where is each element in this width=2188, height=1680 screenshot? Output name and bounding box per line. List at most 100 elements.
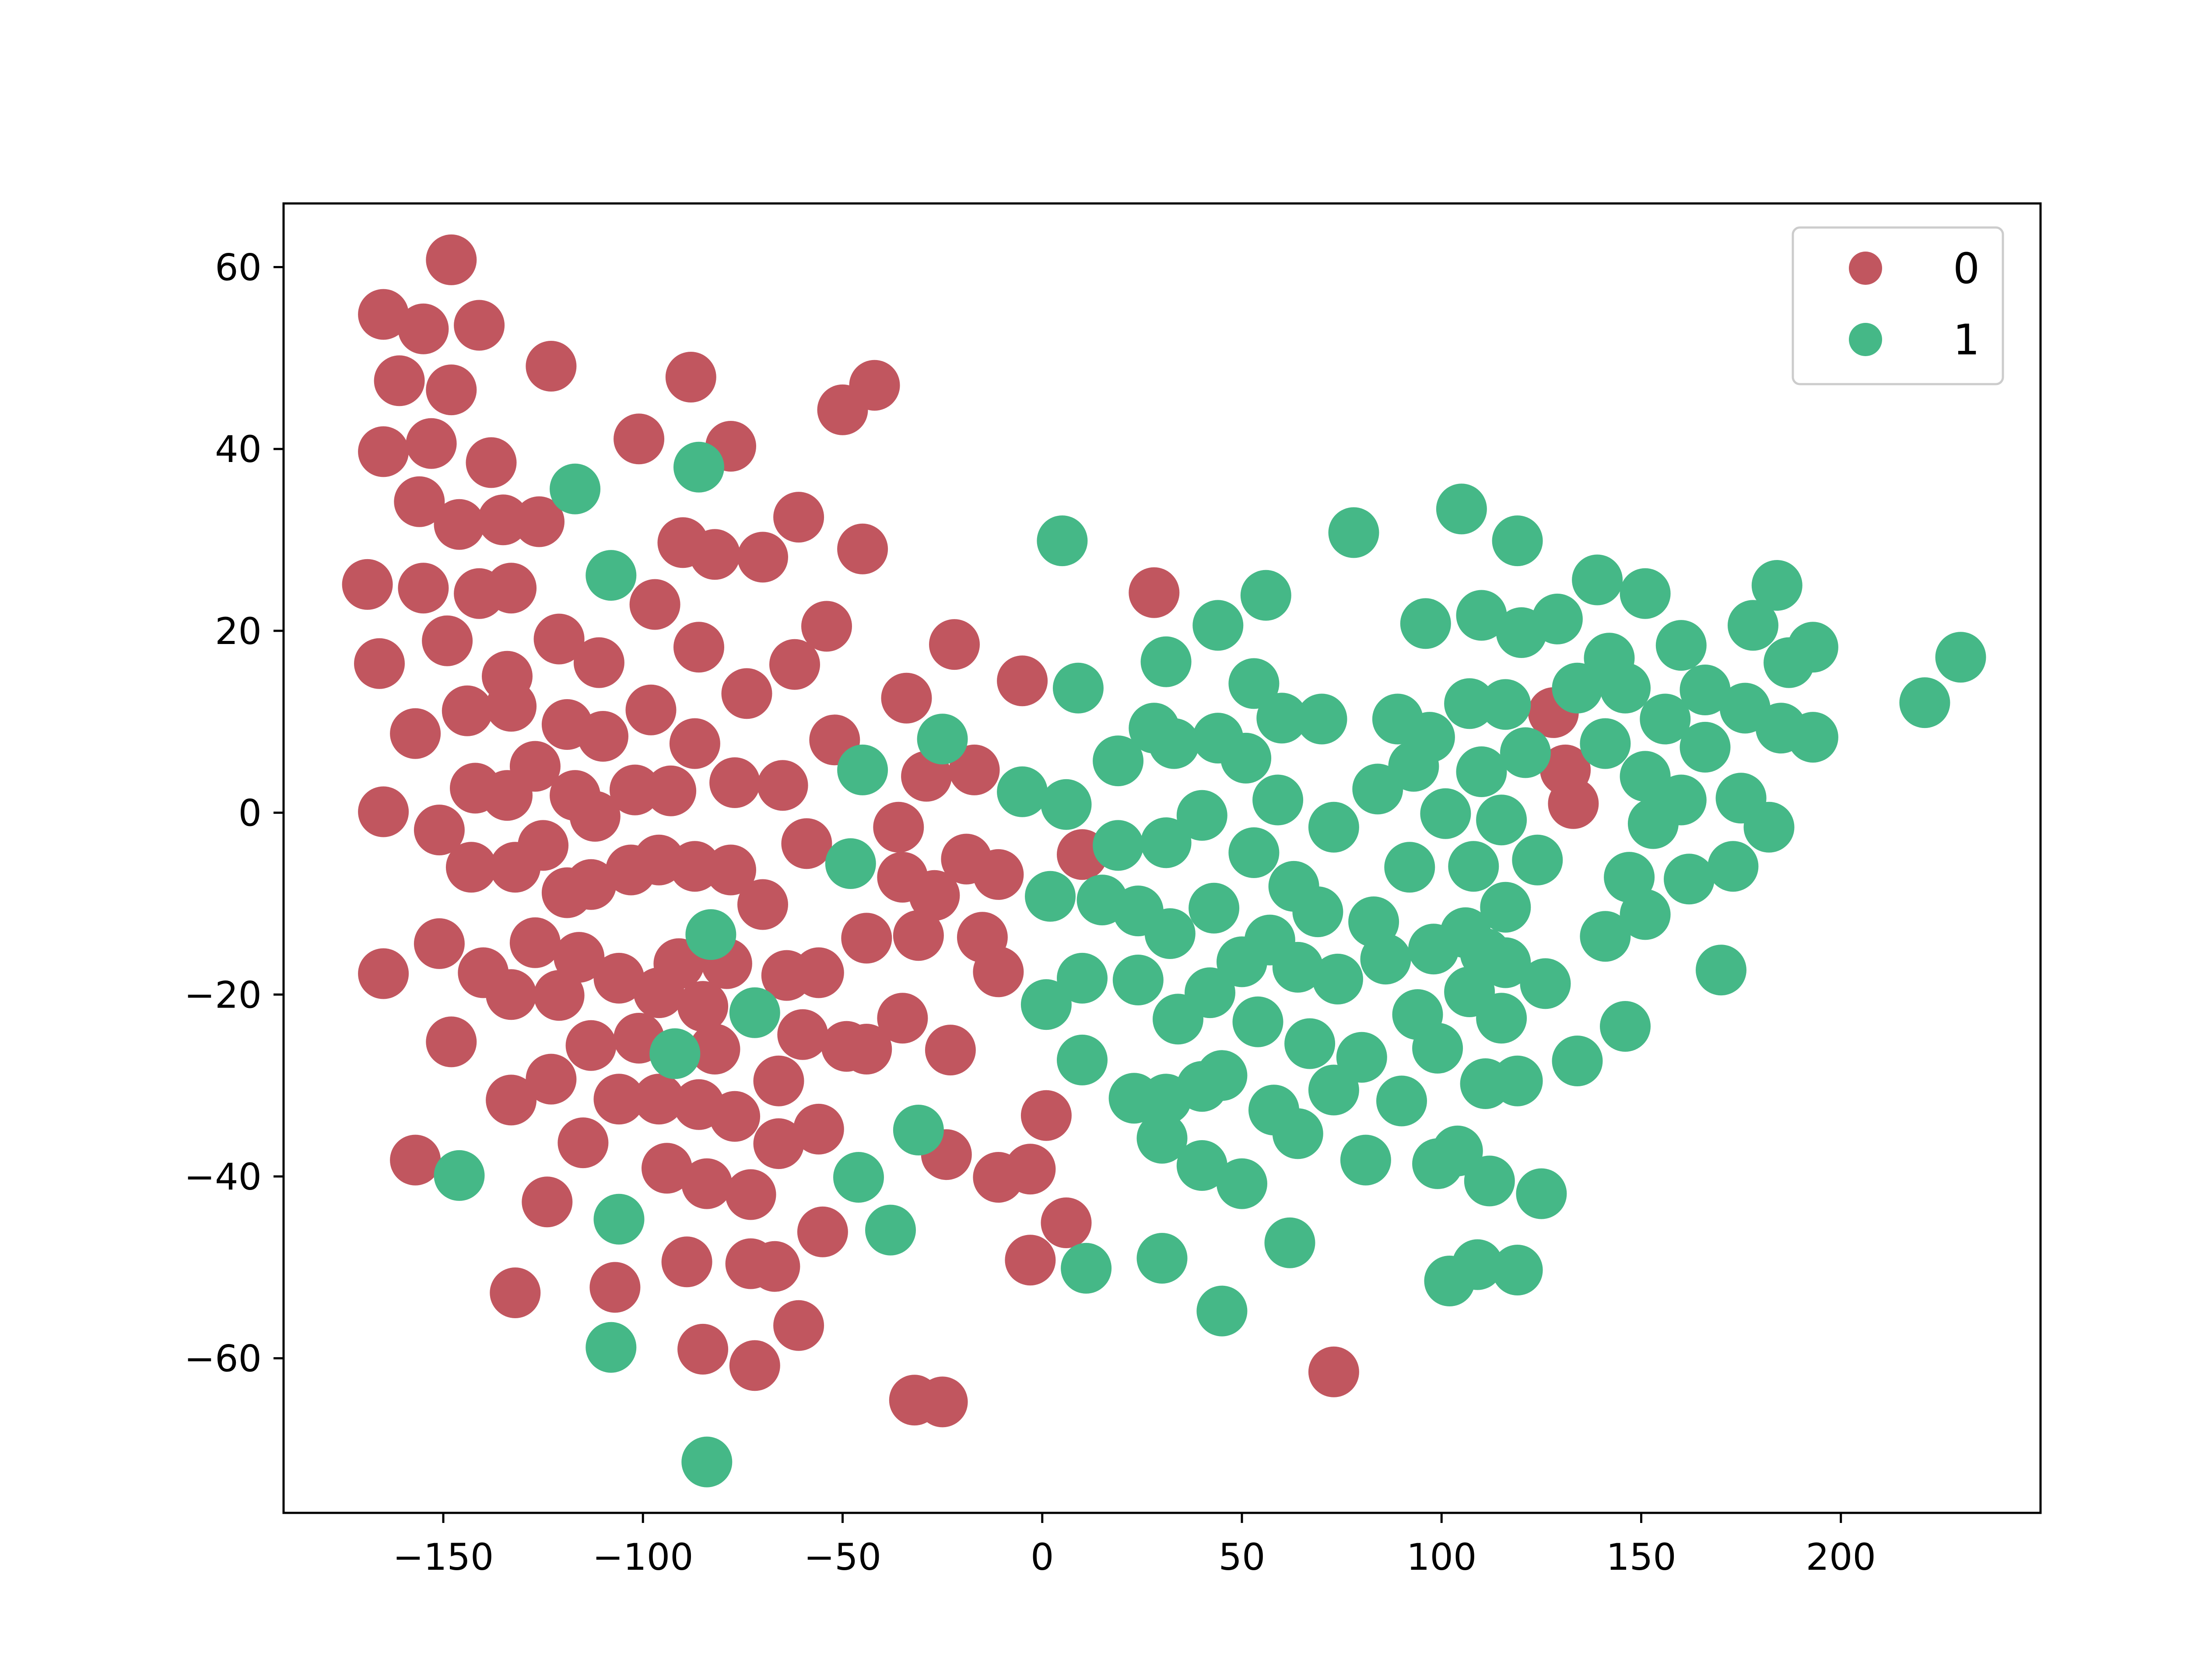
data-point xyxy=(801,601,852,652)
data-point xyxy=(1751,560,1802,611)
plot-frame xyxy=(282,202,2042,1514)
data-point xyxy=(533,970,585,1021)
y-tick-label: −20 xyxy=(184,973,262,1016)
data-point xyxy=(825,838,876,889)
data-point xyxy=(1136,1113,1188,1164)
data-point xyxy=(442,685,493,736)
data-point xyxy=(1899,677,1950,728)
data-point xyxy=(445,842,497,893)
data-point xyxy=(925,1025,976,1076)
data-point xyxy=(1452,1239,1503,1290)
data-point xyxy=(1640,693,1691,745)
data-point xyxy=(841,913,892,964)
data-point xyxy=(586,1322,637,1373)
data-point xyxy=(1696,945,1746,996)
data-point xyxy=(454,300,505,351)
data-point xyxy=(1492,1245,1543,1295)
data-point xyxy=(578,711,628,762)
data-point xyxy=(1520,958,1571,1009)
data-point xyxy=(358,426,409,477)
data-point xyxy=(486,969,537,1020)
data-point xyxy=(1196,1050,1248,1101)
legend-label: 1 xyxy=(1953,315,1980,364)
data-point xyxy=(1552,662,1603,714)
data-point xyxy=(817,384,868,435)
data-point xyxy=(1136,1233,1188,1284)
data-point xyxy=(593,952,645,1004)
data-point xyxy=(749,1241,800,1292)
data-point xyxy=(645,765,697,816)
legend-marker xyxy=(1849,252,1882,285)
data-point xyxy=(669,718,720,769)
data-point xyxy=(554,932,605,983)
data-point xyxy=(1312,953,1363,1004)
data-point xyxy=(1037,515,1088,567)
x-tick-label: 50 xyxy=(1219,1536,1266,1578)
data-point xyxy=(1664,854,1715,905)
data-point xyxy=(1308,802,1359,853)
data-point xyxy=(342,559,393,610)
data-point xyxy=(649,1028,701,1079)
data-point xyxy=(1384,842,1435,893)
data-point xyxy=(661,1236,712,1288)
data-point xyxy=(997,655,1048,707)
data-point xyxy=(1140,636,1192,687)
legend-label: 0 xyxy=(1953,244,1980,293)
data-point xyxy=(689,1024,740,1074)
data-point xyxy=(1620,889,1671,940)
data-point xyxy=(685,909,736,960)
data-point xyxy=(677,1323,729,1375)
data-point xyxy=(917,1376,968,1428)
data-point xyxy=(1480,882,1531,933)
data-point xyxy=(550,463,601,514)
data-point xyxy=(729,1340,780,1391)
data-point xyxy=(949,744,1000,795)
data-point xyxy=(642,1143,692,1194)
data-point xyxy=(509,917,561,968)
data-point xyxy=(414,918,465,969)
legend-marker xyxy=(1849,323,1882,356)
data-point xyxy=(1448,841,1499,892)
data-point xyxy=(725,1169,776,1220)
data-point xyxy=(358,786,409,837)
data-point xyxy=(929,619,980,670)
data-point xyxy=(1129,567,1180,618)
data-point xyxy=(1728,600,1778,651)
data-point xyxy=(610,764,660,816)
data-point xyxy=(426,234,477,285)
y-axis: −60 −40 −20 0 20 40 60 xyxy=(184,246,284,1380)
data-point xyxy=(753,1118,804,1169)
data-point xyxy=(797,1206,848,1257)
data-point xyxy=(1743,802,1795,853)
data-point xyxy=(1052,662,1104,714)
data-point xyxy=(1480,937,1531,988)
data-point xyxy=(1420,788,1471,839)
data-point xyxy=(629,579,680,630)
data-point xyxy=(833,1152,884,1203)
data-point xyxy=(1020,979,1072,1030)
data-point xyxy=(865,1204,916,1256)
data-point xyxy=(394,476,445,527)
data-point xyxy=(837,523,888,574)
data-point xyxy=(997,766,1048,817)
data-point xyxy=(1360,934,1411,985)
data-point xyxy=(614,413,665,465)
data-point xyxy=(1580,718,1631,769)
data-point xyxy=(569,791,621,842)
data-point xyxy=(681,1436,733,1488)
data-point xyxy=(1444,678,1495,729)
data-point xyxy=(1196,1285,1248,1337)
data-point xyxy=(1680,665,1731,715)
data-point xyxy=(573,637,624,688)
data-point xyxy=(777,1009,828,1060)
x-tick-label: 100 xyxy=(1406,1536,1476,1578)
data-point xyxy=(1176,790,1227,841)
data-point xyxy=(490,1267,541,1318)
data-point xyxy=(721,668,772,719)
data-point xyxy=(1296,693,1347,745)
data-point xyxy=(1404,712,1455,763)
data-point xyxy=(1480,679,1531,730)
data-point xyxy=(434,1150,485,1201)
data-point xyxy=(1532,593,1583,644)
